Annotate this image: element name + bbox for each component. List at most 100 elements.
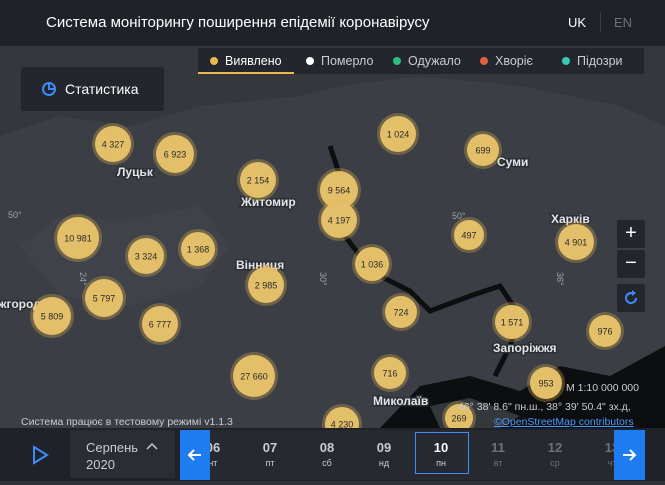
cluster: 4 197	[318, 199, 360, 241]
city-label: Харків	[551, 212, 590, 226]
cluster-label: 953	[538, 379, 553, 389]
cluster: 10 981	[54, 214, 102, 262]
cluster-label: 976	[597, 327, 612, 337]
cluster-label: 269	[451, 414, 466, 424]
cluster-label: 2 985	[255, 281, 278, 291]
cluster-dot	[233, 355, 275, 397]
cluster-label: 5 809	[41, 312, 64, 322]
tab[interactable]: Одужало	[393, 54, 461, 68]
play[interactable]	[30, 445, 50, 465]
tab[interactable]: Підозри	[562, 54, 623, 68]
cluster-dot	[181, 232, 215, 266]
cluster-label: 497	[461, 231, 476, 241]
cluster-label: 1 571	[501, 318, 524, 328]
day-weekday: нд	[378, 458, 390, 468]
next[interactable]	[614, 430, 645, 480]
cluster: 1 024	[377, 113, 419, 155]
cluster-dot	[142, 306, 178, 342]
cluster: 1 368	[178, 229, 218, 269]
tab[interactable]: Померло	[306, 54, 373, 68]
coordinates: 46° 38' 8.6" пн.ш., 38° 39' 50.4" зх.д,	[458, 401, 631, 413]
lang-en[interactable]: EN	[614, 15, 633, 30]
prev[interactable]	[180, 430, 210, 480]
cluster-dot	[495, 305, 529, 339]
cluster-label: 4 230	[331, 420, 354, 429]
cluster-label: 1 368	[187, 245, 210, 255]
cluster-dot	[248, 267, 284, 303]
cluster-label: 724	[393, 308, 408, 318]
cluster: 1 571	[492, 302, 532, 342]
cluster-label: 1 036	[361, 260, 384, 270]
zoom-out[interactable]: −	[617, 250, 645, 278]
cluster-label: 9 564	[328, 186, 351, 196]
tab-dot	[210, 57, 218, 65]
cluster-dot	[325, 407, 359, 428]
graticule-label: 36°	[555, 272, 565, 286]
days: 06 чт 07 пт 08 сб 09 нд 10 пн 11 вт 12 ср 13 чт	[180, 430, 645, 480]
next-icon	[623, 449, 637, 461]
lang-uk[interactable]: UK	[568, 15, 587, 30]
reset[interactable]	[617, 284, 645, 312]
cluster: 4 327	[92, 123, 134, 165]
cluster-label: 10 981	[64, 234, 92, 244]
day-weekday: чт	[607, 458, 617, 468]
chevron	[146, 442, 158, 450]
cluster-dot	[320, 171, 358, 209]
day-date[interactable]: 07	[262, 440, 278, 455]
cluster-label: 6 777	[149, 320, 172, 330]
city-label: Луцьк	[117, 165, 154, 179]
day-date[interactable]: 09	[376, 440, 392, 455]
day-weekday: пн	[436, 458, 446, 468]
month-box[interactable]	[70, 430, 175, 478]
tab-label: Виявлено	[225, 54, 282, 68]
cluster: 9 564	[317, 168, 361, 212]
day-date[interactable]: 10	[433, 440, 449, 455]
graticule-label: 24°	[78, 272, 88, 286]
stats-button[interactable]: Статистика	[21, 67, 164, 111]
cluster: 2 985	[245, 264, 287, 306]
zoom-in[interactable]: +	[617, 220, 645, 248]
cluster-dot	[156, 135, 194, 173]
cluster-label: 4 901	[565, 238, 588, 248]
cluster: 27 660	[230, 352, 278, 400]
day-date[interactable]: 11	[491, 440, 505, 455]
year: 2020	[86, 457, 115, 472]
cluster-dot	[374, 357, 406, 389]
month: Серпень	[86, 440, 139, 455]
day-weekday: чт	[208, 458, 218, 468]
city-label: Суми	[497, 155, 528, 169]
cluster: 497	[451, 217, 487, 253]
cluster-dot	[380, 116, 416, 152]
cluster-dot	[33, 297, 71, 335]
day-weekday: вт	[493, 458, 503, 468]
cluster-label: 4 197	[328, 216, 351, 226]
city-label: жгород	[0, 297, 41, 311]
cluster-dot	[589, 315, 621, 347]
graticule-label: 50°	[8, 210, 22, 220]
cluster-dot	[445, 404, 473, 428]
tab-dot	[562, 57, 570, 65]
cluster-dot	[467, 134, 499, 166]
tab[interactable]: Виявлено	[210, 54, 282, 68]
cluster-dot	[558, 224, 594, 260]
cluster: 724	[382, 293, 420, 331]
cluster-dot	[95, 126, 131, 162]
tab-label: Померло	[321, 54, 374, 68]
day-date[interactable]: 12	[547, 440, 563, 455]
tab-dot	[393, 57, 401, 65]
cluster-dot	[240, 162, 276, 198]
day-date[interactable]: 08	[319, 440, 335, 455]
tab-dot	[480, 57, 488, 65]
tab-label: Підозри	[577, 54, 623, 68]
scale: M 1:10 000 000	[566, 382, 639, 394]
cluster-dot	[128, 238, 164, 274]
cluster: 716	[371, 354, 409, 392]
cluster: 699	[464, 131, 502, 169]
attribution[interactable]: ©OpenStreetMap contributors	[494, 416, 634, 428]
title: Система моніторингу поширення епідемії к…	[46, 14, 430, 31]
tab[interactable]: Хворіє	[480, 54, 533, 68]
tab-dot	[306, 57, 314, 65]
cluster: 5 809	[30, 294, 74, 338]
cluster-dot	[454, 220, 484, 250]
